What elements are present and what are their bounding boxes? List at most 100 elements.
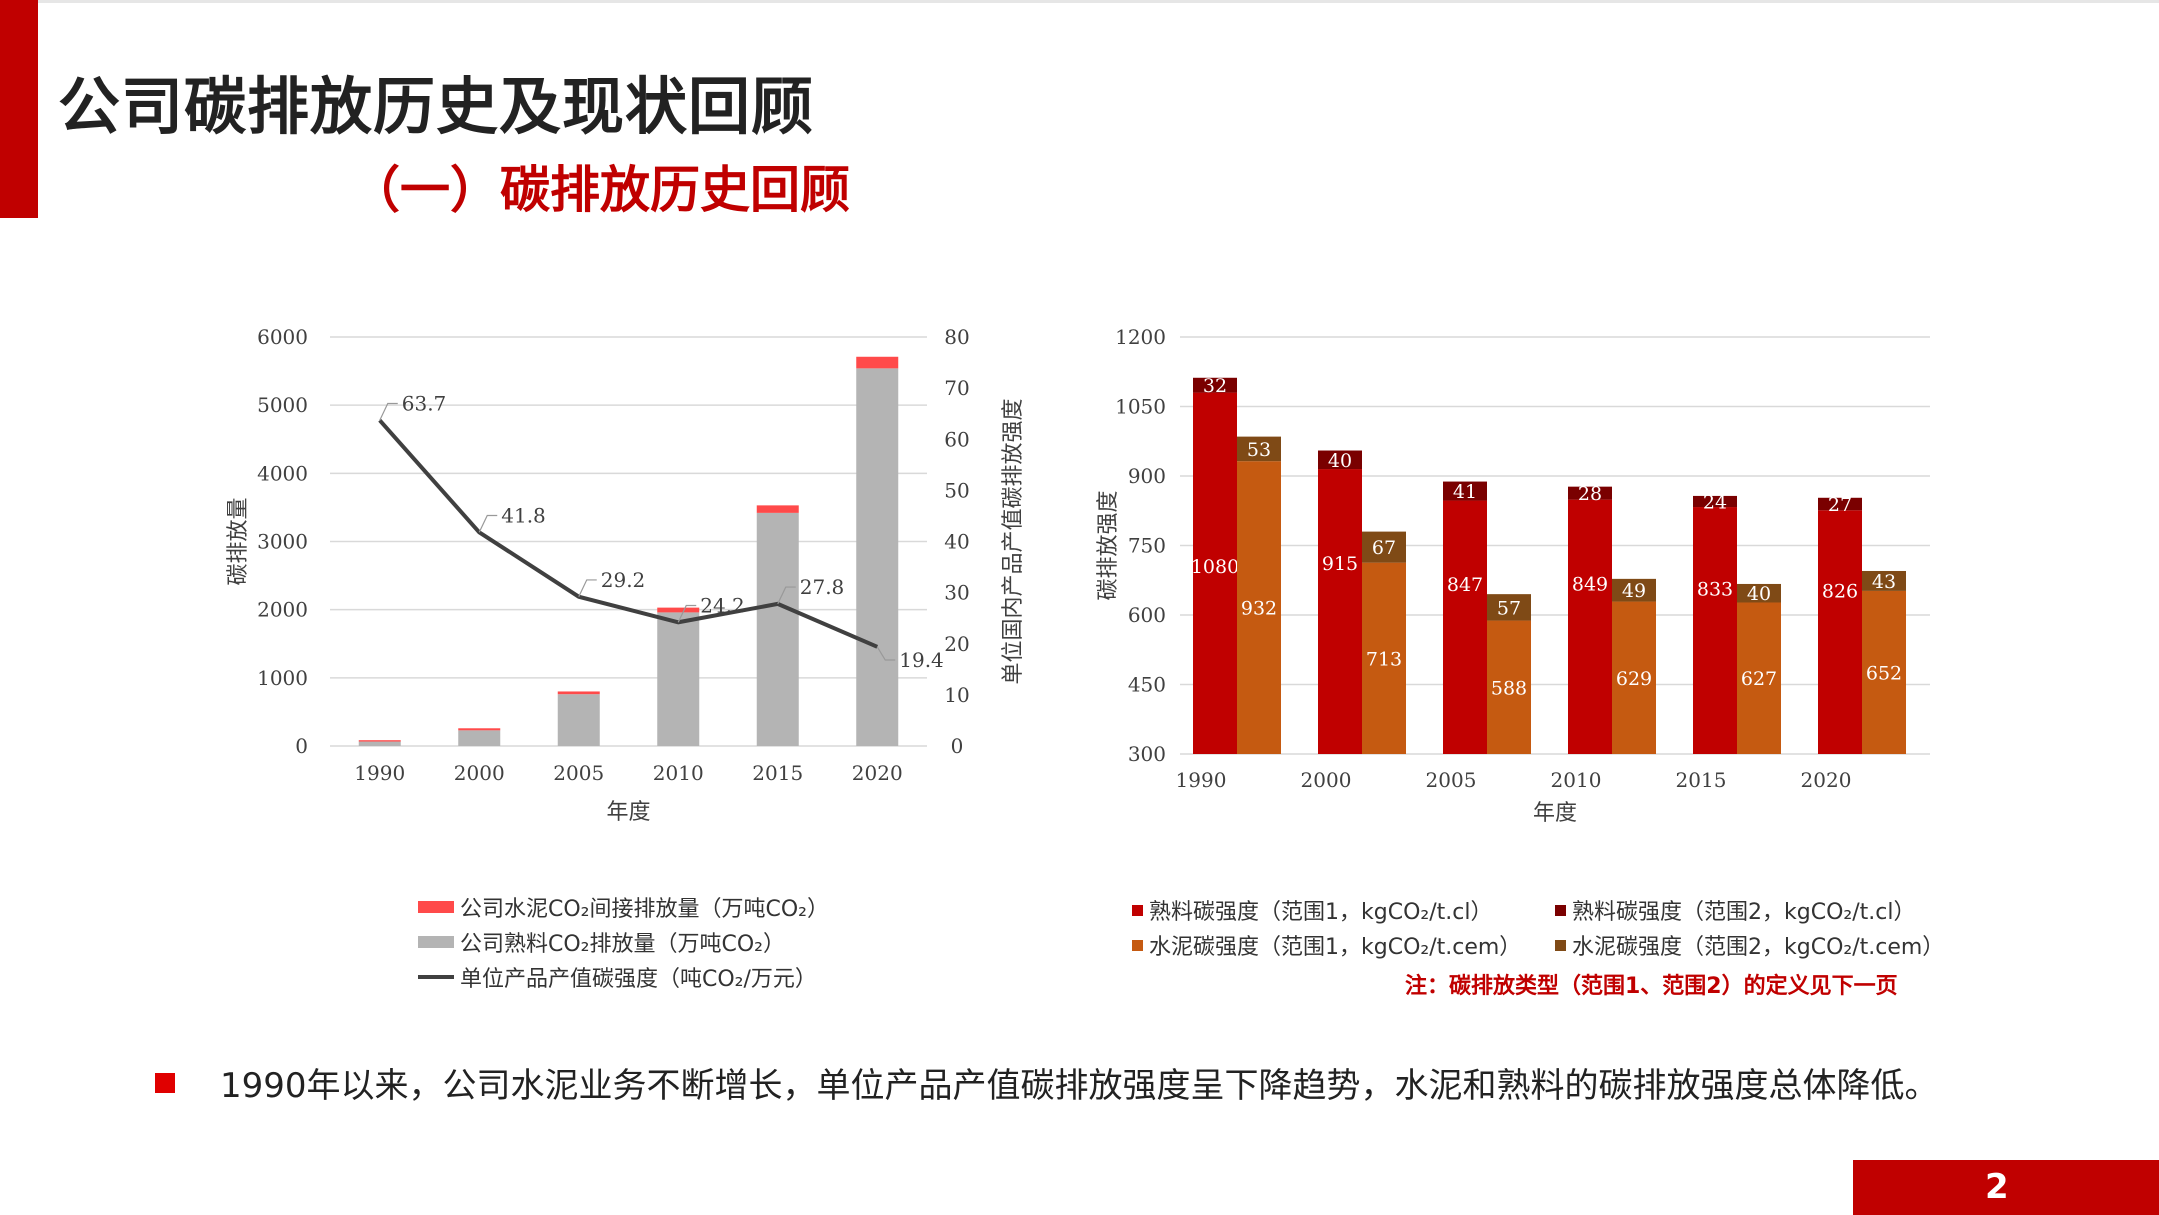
legend-swatch (1555, 939, 1566, 951)
bar-clinker (856, 368, 899, 746)
y-tick-label: 2000 (257, 598, 308, 622)
intensity-data-label: 63.7 (402, 392, 447, 416)
legend-swatch (418, 901, 454, 913)
legend-item-intensity-line: 单位产品产值碳强度（吨CO₂/万元） (418, 961, 817, 993)
top-rule (0, 0, 2159, 3)
y-tick-label: 6000 (257, 325, 308, 349)
legend-item-cement-indirect: 公司水泥CO₂间接排放量（万吨CO₂） (418, 891, 829, 923)
data-label-leader (777, 586, 796, 605)
intensity-data-label: 27.8 (800, 575, 845, 599)
y2-tick-label: 20 (944, 632, 969, 656)
bar-cement-indirect (856, 356, 899, 369)
legend-swatch (1555, 904, 1566, 916)
x-tick-label: 2000 (454, 761, 505, 785)
data-label: 24 (1703, 491, 1727, 513)
data-label: 27 (1828, 494, 1852, 516)
x-tick-label: 1990 (1176, 768, 1227, 792)
data-label: 28 (1578, 483, 1602, 505)
summary-bullet: 1990年以来，公司水泥业务不断增长，单位产品产值碳排放强度呈下降趋势，水泥和熟… (155, 1058, 1939, 1107)
y-tick-label: 4000 (257, 461, 308, 485)
x-tick-label: 2015 (752, 761, 803, 785)
x-tick-label: 2010 (653, 761, 704, 785)
legend-label: 熟料碳强度（范围1，kgCO₂/t.cl） (1149, 900, 1493, 925)
data-label: 847 (1447, 574, 1483, 596)
x-tick-label: 1990 (354, 761, 405, 785)
bar-clinker (358, 741, 401, 746)
bar-cement-scope2 (1612, 578, 1656, 602)
bar-cement-scope1 (1862, 590, 1906, 754)
y-tick-label: 900 (1128, 464, 1166, 488)
y2-axis-label: 单位国内产品产值碳排放强度 (1001, 398, 1026, 684)
bar-cement-scope1 (1362, 562, 1406, 754)
y-axis-label: 碳排放量 (226, 497, 251, 585)
legend-label: 水泥碳强度（范围2，kgCO₂/t.cem） (1572, 935, 1945, 960)
x-tick-label: 2000 (1301, 768, 1352, 792)
legend-label: 单位产品产值碳强度（吨CO₂/万元） (460, 967, 817, 992)
bar-cement-indirect (657, 607, 700, 613)
y-tick-label: 1050 (1115, 395, 1166, 419)
bar-cement-scope2 (1737, 583, 1781, 603)
y2-tick-label: 60 (944, 427, 969, 451)
legend-swatch (1132, 904, 1143, 916)
legend-label: 公司水泥CO₂间接排放量（万吨CO₂） (460, 897, 829, 922)
y-tick-label: 300 (1128, 742, 1166, 766)
bullet-square-icon (155, 1072, 175, 1093)
bar-clinker-scope2 (1818, 497, 1862, 511)
bar-cement-indirect (458, 728, 501, 731)
bar-cement-scope2 (1237, 436, 1281, 462)
bar-cement-indirect (756, 505, 799, 513)
y2-tick-label: 10 (944, 683, 969, 707)
bar-clinker-scope1 (1318, 469, 1362, 754)
data-label: 1080 (1191, 556, 1239, 578)
data-label: 53 (1247, 439, 1271, 461)
bar-clinker-scope2 (1318, 450, 1362, 470)
bar-clinker-scope1 (1693, 507, 1737, 754)
y2-tick-label: 50 (944, 478, 969, 502)
data-label: 57 (1497, 597, 1521, 619)
y-axis-label: 碳排放强度 (1096, 490, 1121, 600)
legend-swatch (418, 975, 454, 979)
legend-item-cement-scope2: 水泥碳强度（范围2，kgCO₂/t.cem） (1555, 929, 1944, 961)
data-label: 629 (1616, 668, 1652, 690)
data-label: 826 (1822, 581, 1858, 603)
data-label: 713 (1366, 648, 1402, 670)
legend-item-cement-scope1: 水泥碳强度（范围1，kgCO₂/t.cem） (1132, 929, 1521, 961)
legend-label: 熟料碳强度（范围2，kgCO₂/t.cl） (1572, 900, 1916, 925)
bar-cement-scope2 (1362, 531, 1406, 563)
data-label: 43 (1872, 571, 1896, 593)
bar-clinker (756, 512, 799, 746)
data-label-leader (578, 579, 597, 597)
accent-bar (0, 0, 38, 218)
data-label: 833 (1697, 579, 1733, 601)
bar-cement-scope2 (1487, 594, 1531, 621)
data-label: 849 (1572, 574, 1608, 596)
y-tick-label: 1200 (1115, 325, 1166, 349)
intensity-data-label: 24.2 (700, 593, 745, 617)
y-tick-label: 3000 (257, 530, 308, 554)
scope-note: 注：碳排放类型（范围1、范围2）的定义见下一页 (1405, 974, 1898, 999)
x-tick-label: 2015 (1676, 768, 1727, 792)
legend-label: 水泥碳强度（范围1，kgCO₂/t.cem） (1149, 935, 1522, 960)
y-tick-label: 5000 (257, 393, 308, 417)
data-label: 652 (1866, 662, 1902, 684)
data-label-leader (677, 604, 697, 623)
data-label: 49 (1622, 580, 1646, 602)
y-tick-label: 750 (1128, 534, 1166, 558)
bar-cement-indirect (557, 691, 600, 695)
bar-cement-scope1 (1612, 601, 1656, 754)
page-number-box (1853, 1160, 2159, 1215)
data-label-leader (478, 514, 498, 533)
bar-clinker-scope2 (1568, 486, 1612, 500)
data-label: 67 (1372, 537, 1396, 559)
y2-tick-label: 70 (944, 376, 969, 400)
bar-cement-scope1 (1237, 461, 1281, 754)
bar-cement-indirect (358, 740, 401, 742)
y-tick-label: 1000 (257, 666, 308, 690)
summary-text: 1990年以来，公司水泥业务不断增长，单位产品产值碳排放强度呈下降趋势，水泥和熟… (220, 1066, 1939, 1106)
bar-clinker-scope1 (1568, 499, 1612, 754)
y2-tick-label: 30 (944, 581, 969, 605)
x-axis-label: 年度 (1533, 801, 1577, 826)
bar-clinker (458, 730, 501, 746)
bar-clinker-scope2 (1193, 377, 1237, 393)
